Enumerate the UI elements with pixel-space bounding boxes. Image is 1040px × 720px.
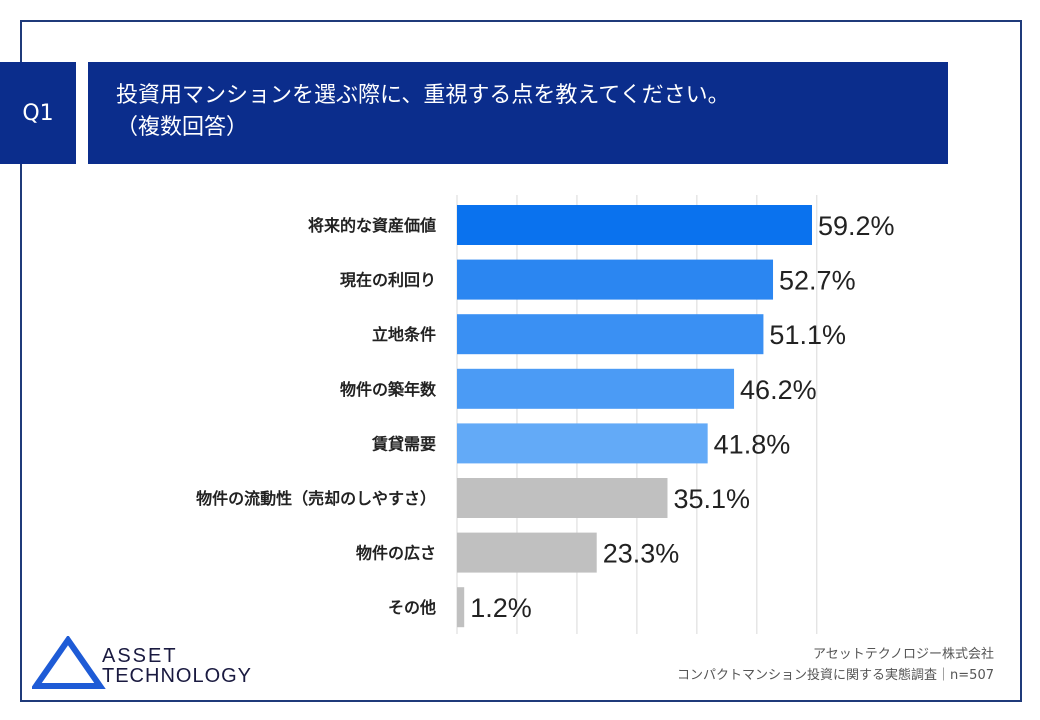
category-label: 物件の広さ (356, 544, 436, 563)
value-label: 59.2% (818, 211, 895, 241)
category-label: 立地条件 (372, 325, 436, 344)
value-label: 46.2% (740, 375, 817, 405)
value-label: 35.1% (673, 484, 750, 514)
footer-source: アセットテクノロジー株式会社 コンパクトマンション投資に関する実態調査｜n=50… (677, 644, 994, 686)
chart-category-labels: 将来的な資産価値現在の利回り立地条件物件の築年数賃貸需要物件の流動性（売却のしや… (196, 216, 437, 617)
category-label: 物件の流動性（売却のしやすさ） (196, 489, 436, 508)
bar (457, 478, 668, 518)
category-label: 現在の利回り (340, 271, 436, 290)
chart-bars (457, 205, 812, 628)
logo-triangle-icon (32, 636, 106, 689)
category-label: その他 (388, 598, 436, 617)
logo-text-technology: TECHNOLOGY (102, 665, 252, 687)
value-label: 23.3% (603, 539, 680, 569)
question-note: （複数回答） (116, 115, 249, 140)
outer-frame (20, 20, 1022, 702)
value-label: 52.7% (779, 266, 856, 296)
logo-text-asset: ASSET (102, 645, 178, 667)
company-logo: ASSET TECHNOLOGY (32, 636, 252, 689)
bar (457, 259, 774, 300)
bar (457, 205, 812, 245)
question-text: 投資用マンションを選ぶ際に、重視する点を教えてください。 (116, 83, 730, 108)
question-number: Q1 (22, 100, 54, 126)
value-label: 41.8% (714, 429, 791, 459)
footer-company: アセットテクノロジー株式会社 (813, 647, 994, 662)
bar (457, 423, 708, 464)
value-label: 51.1% (769, 320, 846, 350)
category-label: 将来的な資産価値 (308, 216, 436, 235)
bar (457, 314, 764, 355)
chart-value-labels: 59.2% 52.7% 51.1% 46.2% 41.8% 35.1% 23.3% 1.2% (470, 211, 894, 623)
category-label: 賃貸需要 (371, 434, 436, 453)
question-header: 投資用マンションを選ぶ際に、重視する点を教えてください。 （複数回答） (88, 62, 948, 164)
category-label: 物件の築年数 (340, 380, 437, 399)
footer-survey: コンパクトマンション投資に関する実態調査｜n=507 (677, 668, 994, 683)
bar (457, 532, 597, 573)
bar (457, 368, 735, 409)
bar (457, 587, 465, 628)
value-label: 1.2% (470, 593, 532, 623)
question-number-badge: Q1 (0, 62, 76, 164)
